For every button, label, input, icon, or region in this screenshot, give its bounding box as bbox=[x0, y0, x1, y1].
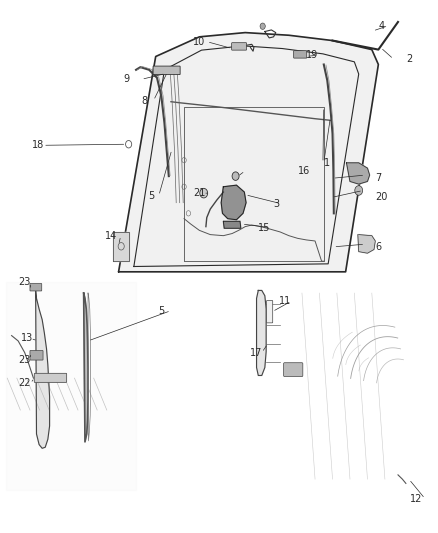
Text: 20: 20 bbox=[375, 192, 388, 203]
Text: 5: 5 bbox=[158, 305, 164, 316]
FancyBboxPatch shape bbox=[30, 284, 42, 291]
FancyBboxPatch shape bbox=[267, 301, 273, 323]
Polygon shape bbox=[223, 221, 241, 228]
Text: 10: 10 bbox=[193, 37, 205, 46]
Circle shape bbox=[232, 172, 239, 180]
Text: 12: 12 bbox=[410, 494, 423, 504]
Circle shape bbox=[355, 185, 363, 195]
Polygon shape bbox=[221, 185, 246, 220]
Polygon shape bbox=[119, 33, 378, 272]
Text: 23: 23 bbox=[18, 354, 31, 365]
Text: 7: 7 bbox=[375, 173, 381, 183]
Text: 21: 21 bbox=[194, 188, 206, 198]
FancyBboxPatch shape bbox=[34, 373, 67, 382]
Text: 14: 14 bbox=[105, 231, 117, 241]
Text: 6: 6 bbox=[375, 242, 381, 252]
Text: 16: 16 bbox=[297, 166, 310, 176]
Text: 1: 1 bbox=[324, 158, 330, 168]
Circle shape bbox=[260, 23, 265, 29]
FancyBboxPatch shape bbox=[293, 51, 307, 58]
Text: 23: 23 bbox=[18, 278, 31, 287]
Polygon shape bbox=[358, 235, 375, 253]
Polygon shape bbox=[346, 163, 370, 184]
Polygon shape bbox=[84, 293, 88, 442]
Text: 3: 3 bbox=[274, 199, 280, 209]
Text: 19: 19 bbox=[306, 50, 318, 60]
Text: 2: 2 bbox=[406, 54, 412, 64]
FancyBboxPatch shape bbox=[153, 66, 180, 75]
Text: 17: 17 bbox=[250, 348, 262, 358]
Text: 22: 22 bbox=[18, 378, 31, 389]
Polygon shape bbox=[257, 290, 266, 375]
Circle shape bbox=[200, 188, 208, 198]
FancyBboxPatch shape bbox=[30, 351, 43, 360]
Text: 18: 18 bbox=[32, 140, 44, 150]
Text: 5: 5 bbox=[148, 191, 155, 201]
Text: 4: 4 bbox=[378, 21, 385, 31]
Text: 9: 9 bbox=[123, 75, 129, 84]
Polygon shape bbox=[6, 282, 136, 490]
FancyBboxPatch shape bbox=[232, 43, 247, 50]
Polygon shape bbox=[35, 290, 49, 448]
Polygon shape bbox=[184, 107, 324, 261]
Text: 13: 13 bbox=[21, 333, 33, 343]
Text: 8: 8 bbox=[141, 95, 148, 106]
Text: 11: 11 bbox=[279, 296, 292, 306]
Text: 15: 15 bbox=[258, 223, 271, 233]
Polygon shape bbox=[113, 232, 130, 261]
FancyBboxPatch shape bbox=[284, 363, 303, 376]
